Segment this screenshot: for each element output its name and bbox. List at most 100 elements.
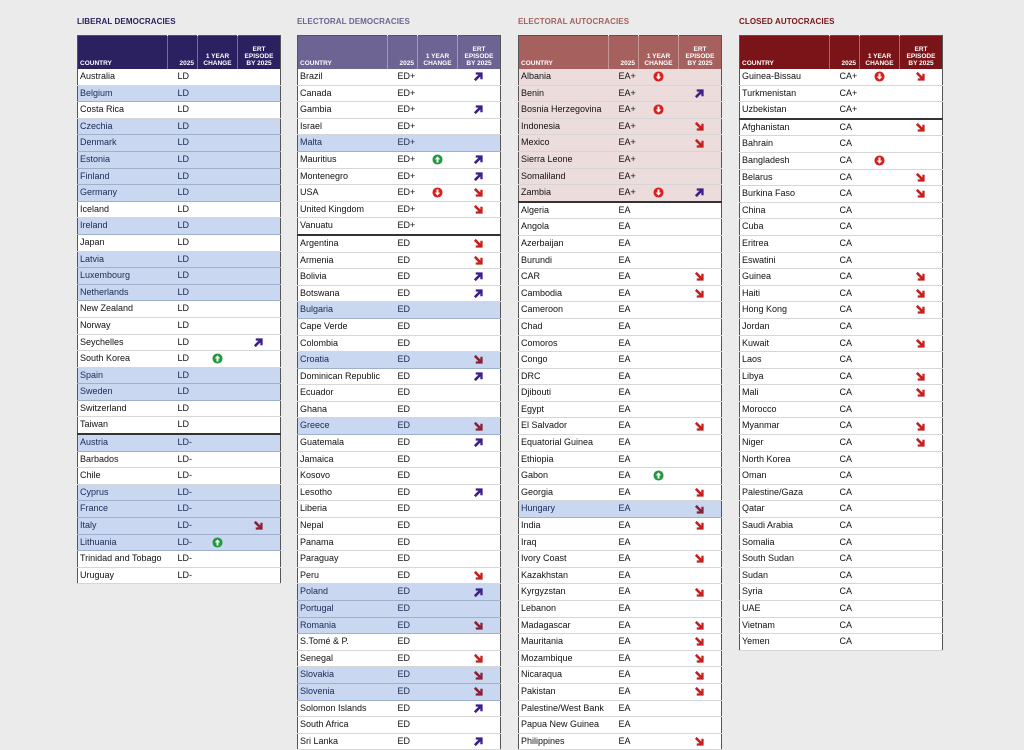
ert-cell (457, 733, 501, 750)
country-cell: Mexico (518, 134, 609, 152)
red-circle-down-arrow-icon (653, 104, 664, 115)
table-row: Laos CA (739, 351, 943, 369)
table-row: Belgium LD (77, 85, 281, 103)
table-row: Finland LD (77, 168, 281, 186)
change-cell (638, 700, 679, 718)
purple-diagonal-up-arrow-icon (253, 337, 264, 348)
change-cell (859, 484, 900, 502)
purple-diagonal-up-arrow-icon (473, 271, 484, 282)
country-cell: Ecuador (297, 384, 388, 402)
country-cell: Poland (297, 583, 388, 601)
score-cell: EA (608, 252, 639, 270)
score-cell: LD (167, 134, 198, 152)
ert-cell (237, 517, 281, 535)
score-cell: CA (829, 218, 860, 236)
country-cell: Panama (297, 534, 388, 552)
country-cell: Ireland (77, 217, 168, 235)
table-row: Bahrain CA (739, 135, 943, 153)
score-cell: CA (829, 567, 860, 585)
table-row: Eritrea CA (739, 235, 943, 253)
ert-cell (457, 252, 501, 270)
red-diagonal-down-arrow-icon (473, 686, 484, 697)
change-cell (859, 69, 900, 86)
table-row: Mauritania EA (518, 633, 722, 651)
table-row: Equatorial Guinea EA (518, 434, 722, 452)
ert-cell (457, 567, 501, 585)
ert-cell (237, 334, 281, 352)
ert-cell (457, 484, 501, 502)
change-cell (417, 301, 458, 319)
ert-cell (678, 285, 722, 303)
change-cell (638, 384, 679, 402)
table-row: Japan LD (77, 234, 281, 252)
ert-cell (457, 550, 501, 568)
country-cell: Ghana (297, 401, 388, 419)
change-cell (859, 384, 900, 402)
score-cell: ED+ (387, 134, 418, 152)
ert-cell (899, 152, 943, 170)
purple-diagonal-up-arrow-icon (473, 71, 484, 82)
table-row: Uzbekistan CA+ (739, 101, 943, 120)
ert-cell (899, 268, 943, 286)
red-diagonal-down-arrow-icon (473, 620, 484, 631)
score-cell: EA+ (608, 151, 639, 169)
score-cell: EA+ (608, 184, 639, 203)
table-row: Ecuador ED (297, 384, 501, 402)
score-cell: CA+ (829, 69, 860, 86)
change-cell (417, 268, 458, 286)
change-cell (197, 267, 238, 285)
ert-cell (678, 451, 722, 469)
red-diagonal-down-arrow-icon (473, 354, 484, 365)
ert-cell (678, 252, 722, 270)
ert-cell (457, 666, 501, 684)
score-cell: ED (387, 617, 418, 635)
score-cell: ED (387, 301, 418, 319)
change-cell (859, 101, 900, 120)
country-cell: CAR (518, 268, 609, 286)
red-diagonal-down-arrow-icon (915, 421, 926, 432)
change-cell (859, 534, 900, 552)
ert-cell (678, 484, 722, 502)
country-cell: Malta (297, 134, 388, 152)
change-cell (638, 716, 679, 734)
change-cell (859, 550, 900, 568)
ert-cell (899, 301, 943, 319)
table-body: Guinea-Bissau CA+ Turkmenistan CA+ Uzbekista… (739, 69, 943, 651)
country-cell: Kuwait (739, 335, 830, 353)
change-cell (859, 117, 900, 137)
change-cell (197, 550, 238, 568)
ert-cell (678, 184, 722, 203)
change-cell (859, 467, 900, 485)
table-row: Botswana ED (297, 285, 501, 303)
column-header-change: 1 YEAR CHANGE (638, 35, 679, 69)
ert-cell (899, 218, 943, 236)
change-cell (197, 251, 238, 269)
change-cell (197, 217, 238, 235)
ert-cell (678, 550, 722, 568)
ert-cell (678, 467, 722, 485)
table-row: Montenegro ED+ (297, 168, 501, 186)
table-row: Solomon Islands ED (297, 700, 501, 718)
ert-cell (457, 600, 501, 618)
ert-cell (678, 401, 722, 419)
ert-cell (237, 567, 281, 585)
change-cell (417, 733, 458, 750)
ert-cell (899, 202, 943, 220)
score-cell: EA (608, 417, 639, 436)
table-row: Guinea-Bissau CA+ (739, 69, 943, 86)
change-cell (417, 151, 458, 169)
ert-cell (237, 416, 281, 435)
score-cell: ED (387, 285, 418, 303)
table-row: Georgia EA (518, 484, 722, 502)
change-cell (417, 484, 458, 502)
table-row: South Africa ED (297, 716, 501, 734)
change-cell (417, 500, 458, 519)
table-row: Burkina Faso CA (739, 185, 943, 203)
red-diagonal-down-arrow-icon (473, 204, 484, 215)
ert-cell (678, 567, 722, 585)
panel-title: ELECTORAL AUTOCRACIES (518, 17, 630, 26)
table-row: Guatemala ED (297, 434, 501, 452)
change-cell (638, 335, 679, 353)
score-cell: ED (387, 683, 418, 701)
change-cell (859, 434, 900, 452)
